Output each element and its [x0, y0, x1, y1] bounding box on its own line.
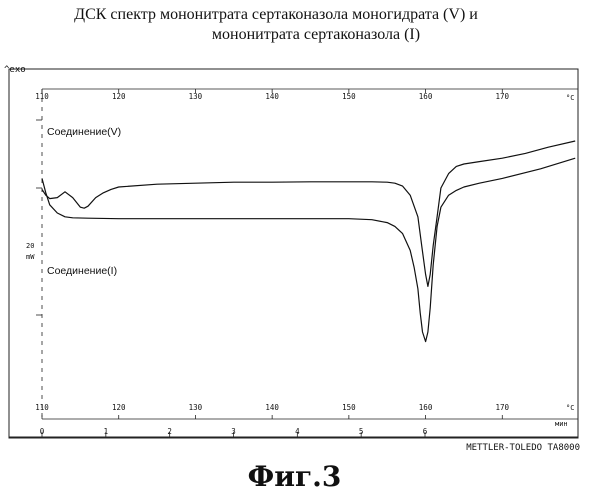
top-tick-label: 150: [342, 92, 356, 101]
time-unit-label: мин: [555, 420, 568, 428]
time-tick-label: 2: [167, 427, 172, 436]
chart-series: [42, 141, 575, 342]
bottom-tick-label: 140: [265, 403, 279, 412]
top-tick-label: 120: [112, 92, 126, 101]
scale-unit-label: mW: [26, 253, 35, 261]
scale-value-label: 20: [26, 242, 34, 250]
bottom-tick-label: 130: [189, 403, 203, 412]
series-label-v: Соединение(V): [47, 126, 121, 138]
top-tick-label: 170: [496, 92, 510, 101]
bottom-axis-unit: °C: [566, 404, 574, 412]
bottom-tick-label: 120: [112, 403, 126, 412]
exo-label: ^exo: [4, 65, 26, 75]
top-axis-unit: °C: [566, 94, 574, 102]
instrument-footer: METTLER-TOLEDO TA8000: [466, 443, 580, 453]
time-tick-label: 6: [423, 427, 428, 436]
series-line-v: [42, 141, 575, 286]
top-tick-label: 110: [35, 92, 49, 101]
plot-border: [9, 69, 578, 438]
chart-frame: [9, 69, 578, 438]
series-line-i: [42, 158, 575, 341]
time-tick-label: 3: [231, 427, 236, 436]
time-tick-label: 1: [104, 427, 109, 436]
top-tick-label: 140: [265, 92, 279, 101]
series-label-i: Соединение(I): [47, 265, 117, 277]
time-tick-label: 4: [295, 427, 300, 436]
top-tick-label: 160: [419, 92, 433, 101]
time-tick-label: 0: [40, 427, 45, 436]
bottom-tick-label: 150: [342, 403, 356, 412]
bottom-tick-label: 110: [35, 403, 49, 412]
top-tick-label: 130: [189, 92, 203, 101]
bottom-tick-label: 160: [419, 403, 433, 412]
bottom-tick-label: 170: [496, 403, 510, 412]
figure-caption: Фиг.3: [0, 460, 589, 493]
time-tick-label: 5: [359, 427, 364, 436]
chart-ticks: 1101201301401501601701101201301401501601…: [35, 89, 509, 437]
